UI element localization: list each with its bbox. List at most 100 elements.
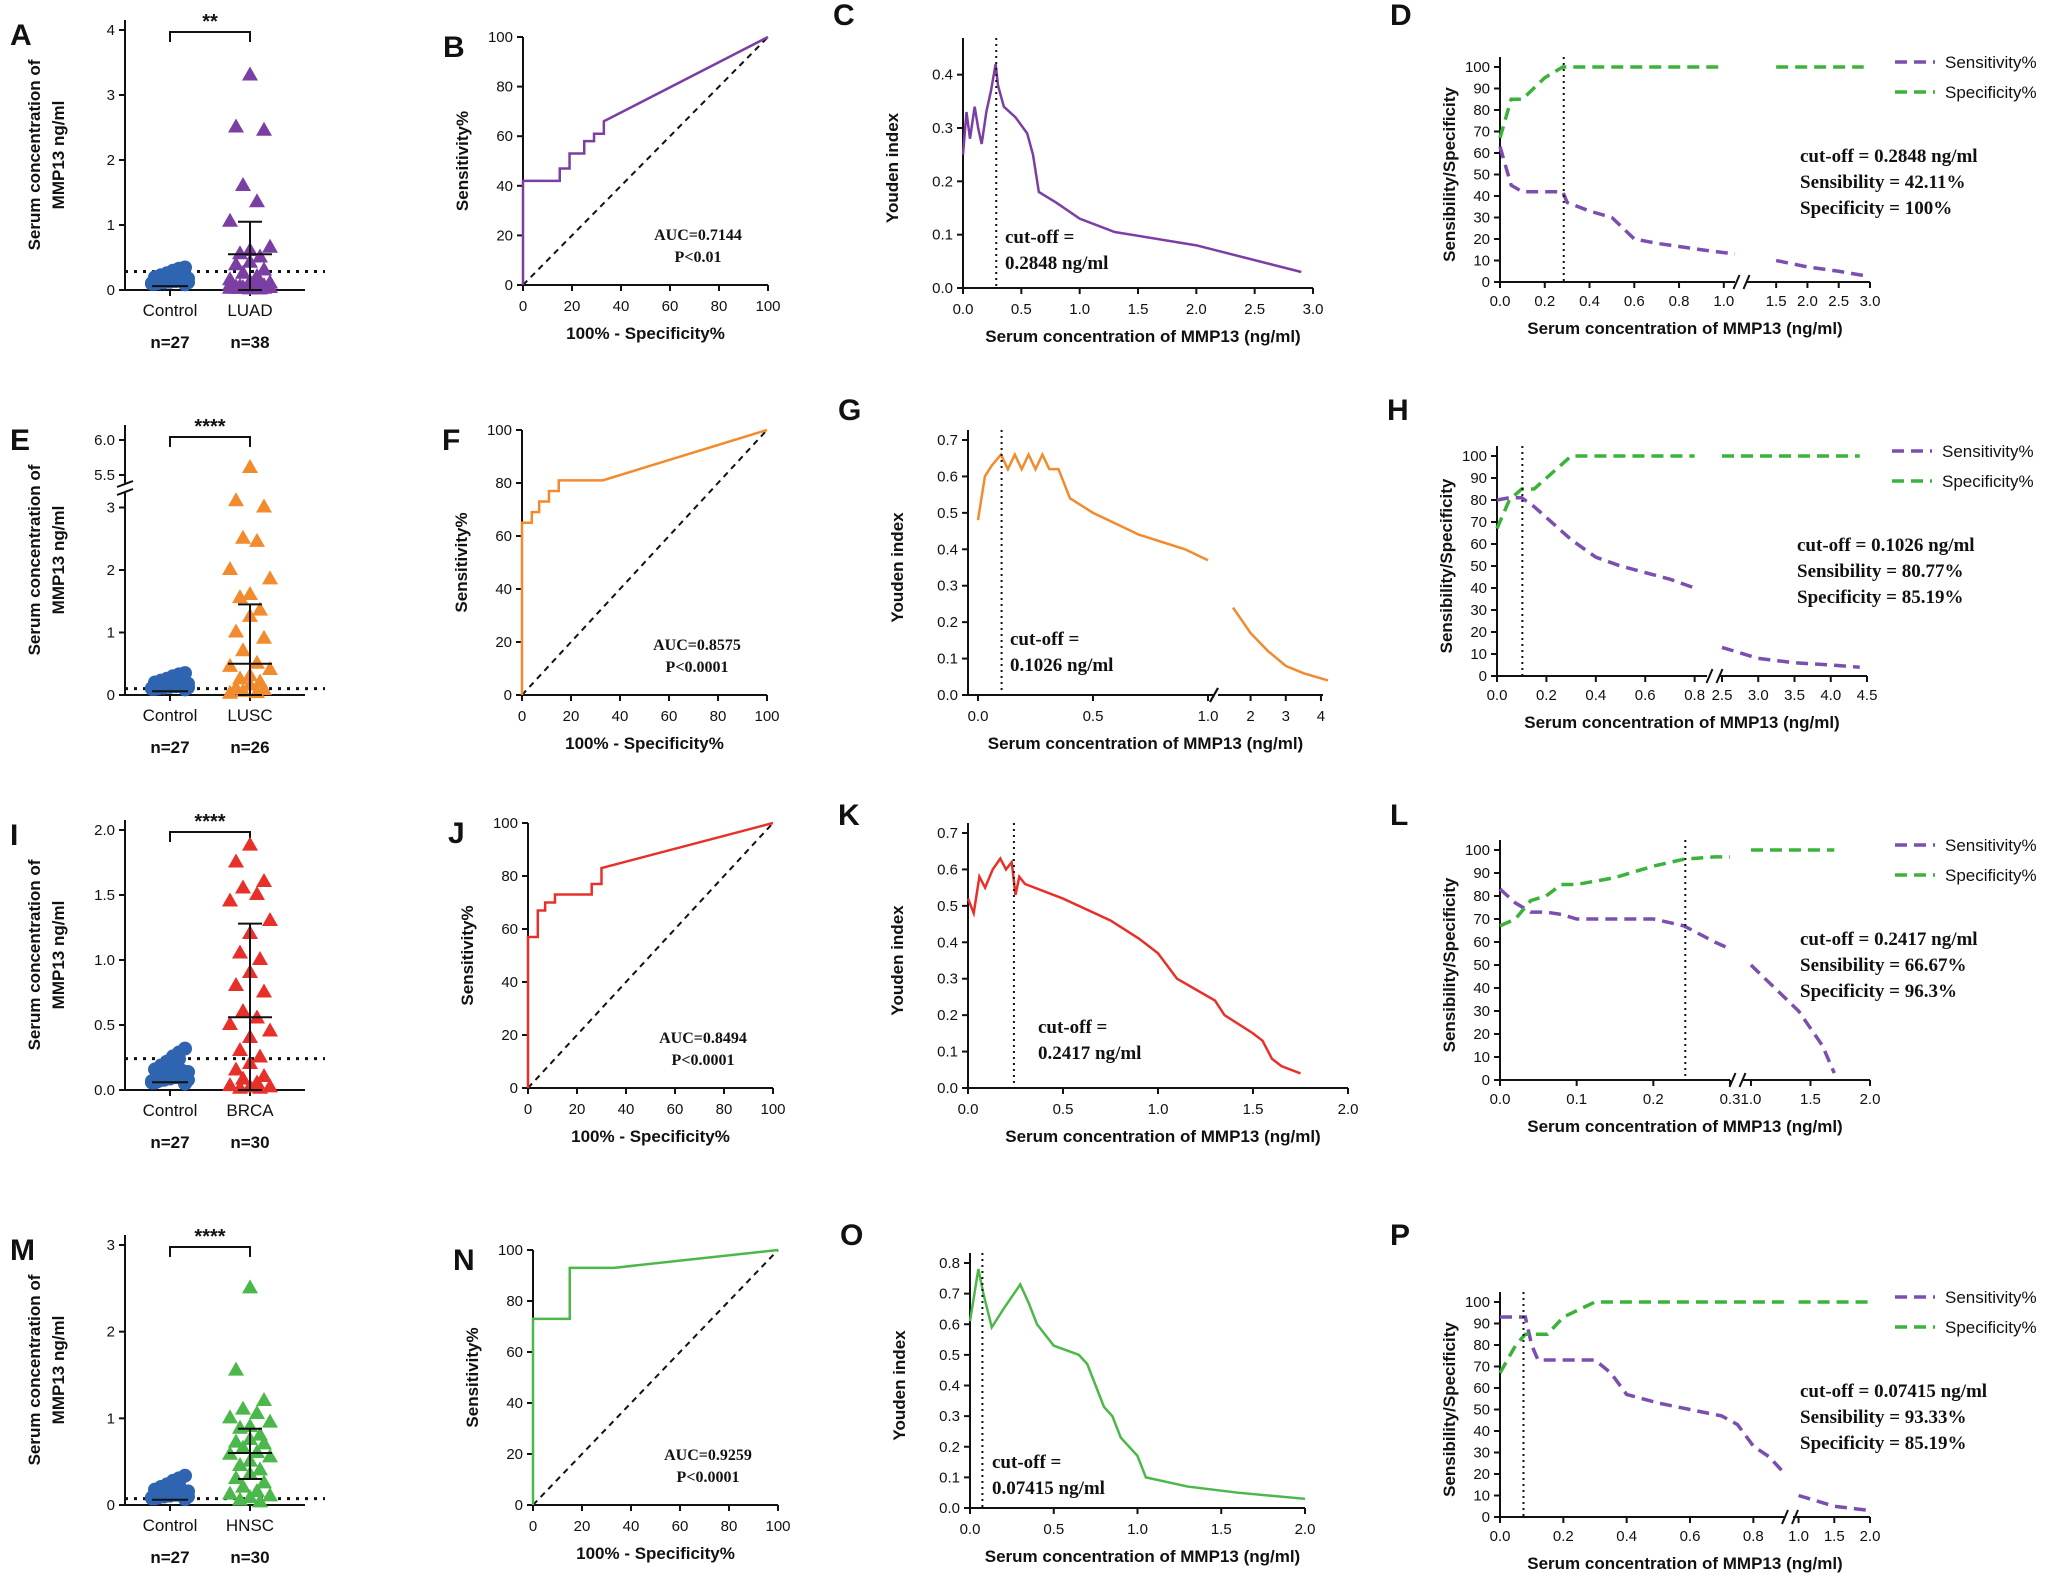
case-point xyxy=(222,212,238,227)
case-point xyxy=(249,193,265,208)
case-point xyxy=(235,1478,251,1493)
y-tick-label: 2 xyxy=(107,562,115,579)
annotation-line: cut-off = 0.2417 ng/ml xyxy=(1800,929,1978,950)
panel-B: B 0 20 40 60 80 100 0 20 40 60 80 100 100% - Specific… xyxy=(443,29,781,343)
significance-label: ** xyxy=(202,11,218,33)
case-point xyxy=(228,977,244,991)
y-tick-label: 0.0 xyxy=(937,687,958,704)
y-tick-label: 0 xyxy=(1482,1509,1490,1526)
x-tick-label: 0.4 xyxy=(1616,1528,1637,1545)
legend-label: Sensitivity% xyxy=(1945,836,2037,855)
y-tick-label: 30 xyxy=(1473,210,1490,227)
y-tick-label: 0 xyxy=(505,277,513,294)
p-value-label: P<0.0001 xyxy=(677,1469,740,1486)
x-tick-label: 100 xyxy=(765,1518,790,1535)
panel-F: F 0 20 40 60 80 100 0 20 40 60 80 100 100% - Specific… xyxy=(442,422,780,753)
n-label: n=30 xyxy=(230,1548,269,1567)
panel-L: L 0 10 20 30 40 50 60 70 80 90 100 Sensibility/Speci… xyxy=(1390,799,2037,1136)
control-point xyxy=(178,1076,192,1091)
panel-label: J xyxy=(448,817,465,850)
control-point xyxy=(178,682,192,697)
case-point xyxy=(232,589,248,604)
y-tick-label: 70 xyxy=(1473,1359,1490,1376)
y-tick-label: 0 xyxy=(515,1497,523,1514)
x-tick-label: 0.5 xyxy=(1083,708,1104,725)
case-point xyxy=(228,623,244,638)
case-point xyxy=(235,177,251,191)
y-tick-label: 20 xyxy=(495,634,512,651)
x-tick-label: 80 xyxy=(721,1518,738,1535)
y-tick-label: 0.6 xyxy=(939,1316,960,1333)
category-label: LUAD xyxy=(227,301,272,320)
case-point xyxy=(228,256,244,271)
x-tick-label: 20 xyxy=(574,1518,591,1535)
x-tick-label: 80 xyxy=(710,708,727,725)
case-point xyxy=(252,1048,268,1063)
y-tick-label: 50 xyxy=(1473,1402,1490,1419)
cutoff-label: cut-off = xyxy=(1005,227,1074,248)
y-axis-label: Youden index xyxy=(888,512,907,623)
sensitivity-curve-segment xyxy=(1775,258,1865,278)
y-tick-label: 0 xyxy=(1482,274,1490,291)
x-tick-label: 2.5 xyxy=(1244,301,1265,318)
y-tick-label: 0.1 xyxy=(937,1044,958,1061)
x-tick-label: 40 xyxy=(618,1101,635,1118)
panel-label: O xyxy=(840,1219,863,1252)
x-tick-label: 1.5 xyxy=(1800,1091,1821,1108)
n-label: n=27 xyxy=(150,333,189,352)
roc-curve xyxy=(526,821,774,1088)
panel-G: G 0.0 0.1 0.2 0.3 0.4 0.5 0.6 0.7 Youden index 0.0… xyxy=(838,394,1329,753)
panel-O: O 0.0 0.1 0.2 0.3 0.4 0.5 0.6 0.7 0.8 Youden index… xyxy=(840,1219,1315,1566)
annotation-line: Sensibility = 66.67% xyxy=(1800,955,1967,976)
y-axis-label: Serum concentration of MMP13 ng/ml xyxy=(25,59,68,250)
x-tick-label: 2 xyxy=(1246,708,1254,725)
case-point xyxy=(262,279,278,294)
axis-break-mark xyxy=(1781,1509,1789,1525)
case-point xyxy=(249,532,265,547)
y-tick-label: 50 xyxy=(1470,558,1487,575)
y-tick-label: 100 xyxy=(498,1242,523,1259)
x-tick-label: 1.0 xyxy=(1198,708,1219,725)
x-tick-label: 1.5 xyxy=(1128,301,1149,318)
cutoff-value: 0.1026 ng/ml xyxy=(1010,655,1113,676)
x-tick-label: 60 xyxy=(672,1518,689,1535)
case-point xyxy=(235,1003,251,1017)
annotation-line: Specificity = 85.19% xyxy=(1800,1433,1967,1454)
control-point xyxy=(145,681,159,696)
y-axis-label: Sensitivity% xyxy=(463,1327,482,1427)
control-point xyxy=(172,1052,186,1066)
y-axis-label: Sensitivity% xyxy=(452,512,471,612)
y-tick-label: 1.0 xyxy=(94,952,115,969)
annotation-line: Sensibility = 80.77% xyxy=(1797,561,1964,582)
x-tick-label: 0.5 xyxy=(1043,1521,1064,1538)
y-tick-label: 60 xyxy=(1473,145,1490,162)
case-point xyxy=(249,1483,265,1497)
case-point xyxy=(252,601,268,616)
panel-label: L xyxy=(1390,799,1408,832)
y-axis-label-line: MMP13 ng/ml xyxy=(49,506,68,615)
cutoff-label: cut-off = xyxy=(1038,1017,1107,1038)
x-tick-label: 1.5 xyxy=(1824,1528,1845,1545)
legend-label: Specificity% xyxy=(1945,1318,2037,1337)
y-tick-label: 0.5 xyxy=(94,1017,115,1034)
x-tick-label: 0.4 xyxy=(1585,687,1606,704)
y-tick-label: 0.7 xyxy=(939,1286,960,1303)
roc-curve xyxy=(531,1248,779,1505)
case-point xyxy=(256,1068,272,1082)
x-tick-label: 20 xyxy=(563,708,580,725)
y-tick-label: 0.0 xyxy=(94,1082,115,1099)
y-tick-label: 100 xyxy=(1462,448,1487,465)
y-tick-label: 6.0 xyxy=(94,432,115,449)
y-tick-label: 60 xyxy=(495,528,512,545)
y-tick-label: 0.3 xyxy=(937,578,958,595)
x-axis-label: Serum concentration of MMP13 (ng/ml) xyxy=(985,1547,1300,1566)
control-point xyxy=(172,670,186,685)
case-point xyxy=(232,1042,248,1056)
y-tick-label: 100 xyxy=(1465,842,1490,859)
case-point xyxy=(262,912,278,926)
x-axis-label: Serum concentration of MMP13 (ng/ml) xyxy=(1005,1127,1320,1146)
case-point xyxy=(222,279,238,294)
y-tick-label: 0.1 xyxy=(932,227,953,244)
panel-label: D xyxy=(1390,0,1412,32)
case-point xyxy=(252,1493,268,1508)
